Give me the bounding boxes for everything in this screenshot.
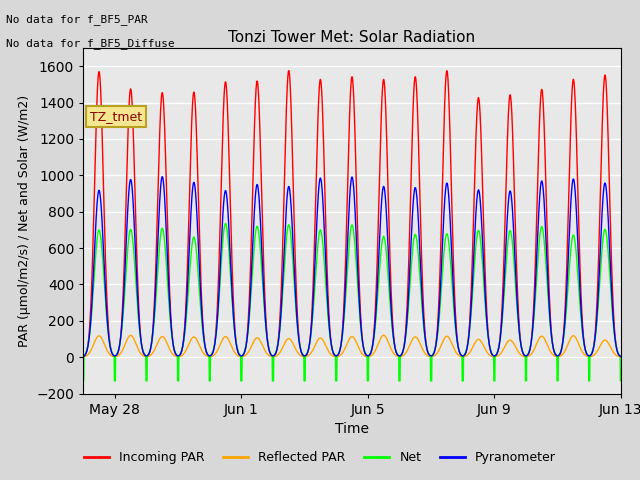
Reflected PAR <box>617 354 625 360</box>
Y-axis label: PAR (μmol/m2/s) / Net and Solar (W/m2): PAR (μmol/m2/s) / Net and Solar (W/m2) <box>18 95 31 347</box>
Incoming PAR <box>410 94 417 99</box>
Pyranometer <box>165 288 173 294</box>
Reflected PAR <box>165 345 173 350</box>
Incoming PAR <box>191 101 199 107</box>
Pyranometer <box>129 186 136 192</box>
Line: Net: Net <box>83 224 621 381</box>
Net <box>617 378 625 384</box>
Incoming PAR <box>463 343 471 349</box>
Text: TZ_tmet: TZ_tmet <box>90 110 142 123</box>
Net <box>221 221 229 227</box>
Pyranometer <box>159 174 166 180</box>
Title: Tonzi Tower Met: Solar Radiation: Tonzi Tower Met: Solar Radiation <box>228 30 476 46</box>
Pyranometer <box>410 195 417 201</box>
Reflected PAR <box>404 347 412 352</box>
Pyranometer <box>617 354 625 360</box>
Net <box>463 343 471 349</box>
Reflected PAR <box>191 335 199 340</box>
X-axis label: Time: Time <box>335 422 369 436</box>
Net <box>129 232 136 238</box>
Text: No data for f_BF5_Diffuse: No data for f_BF5_Diffuse <box>6 38 175 49</box>
Text: No data for f_BF5_PAR: No data for f_BF5_PAR <box>6 14 148 25</box>
Net <box>79 378 87 384</box>
Legend: Incoming PAR, Reflected PAR, Net, Pyranometer: Incoming PAR, Reflected PAR, Net, Pyrano… <box>79 446 561 469</box>
Pyranometer <box>404 304 412 310</box>
Line: Reflected PAR: Reflected PAR <box>83 335 621 357</box>
Incoming PAR <box>165 267 173 273</box>
Pyranometer <box>191 188 199 193</box>
Incoming PAR <box>79 354 87 360</box>
Net <box>404 312 412 318</box>
Net <box>191 238 199 244</box>
Incoming PAR <box>285 68 292 73</box>
Reflected PAR <box>380 332 387 338</box>
Pyranometer <box>463 344 471 349</box>
Line: Pyranometer: Pyranometer <box>83 177 621 357</box>
Reflected PAR <box>410 335 417 341</box>
Net <box>410 238 417 244</box>
Reflected PAR <box>129 334 136 339</box>
Incoming PAR <box>617 354 625 360</box>
Reflected PAR <box>463 352 471 358</box>
Incoming PAR <box>404 285 412 291</box>
Pyranometer <box>79 354 87 360</box>
Line: Incoming PAR: Incoming PAR <box>83 71 621 357</box>
Net <box>165 300 173 305</box>
Incoming PAR <box>129 102 136 108</box>
Reflected PAR <box>79 354 87 360</box>
